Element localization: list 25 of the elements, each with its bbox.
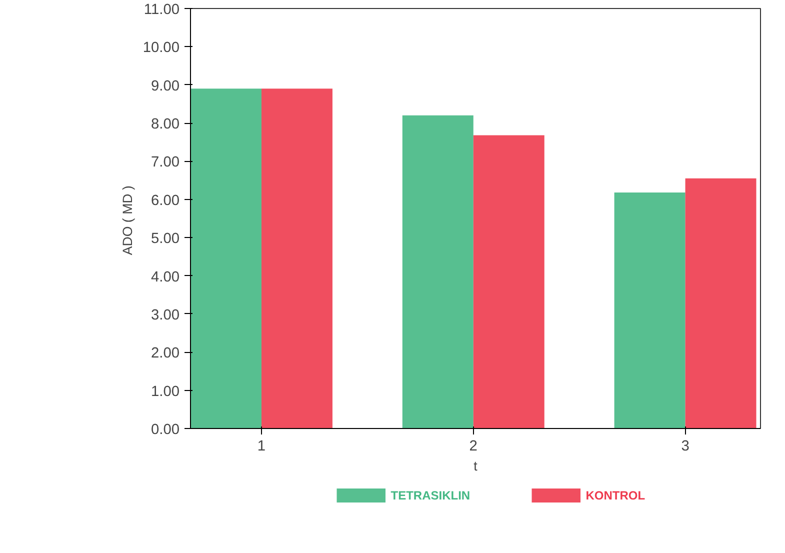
bar xyxy=(685,178,756,428)
x-tick-label: 3 xyxy=(681,438,690,454)
y-tick-label: 9.00 xyxy=(150,78,180,94)
y-tick-label: 8.00 xyxy=(150,116,180,133)
bar xyxy=(261,88,332,428)
bar xyxy=(402,115,474,428)
x-tick-label: 2 xyxy=(469,438,478,454)
y-tick-label: 3.00 xyxy=(150,307,180,324)
y-tick-label: 2.00 xyxy=(150,346,180,362)
y-tick-label: 0.00 xyxy=(150,422,180,438)
bar xyxy=(190,88,262,428)
x-tick-label: 1 xyxy=(257,438,266,454)
y-tick-label: 10.00 xyxy=(142,40,180,56)
y-tick-label: 7.00 xyxy=(150,154,180,171)
y-axis-title: ADO ( MD ) xyxy=(120,186,135,256)
bar xyxy=(614,192,686,428)
x-axis-title: t xyxy=(474,458,478,474)
y-tick-label: 4.00 xyxy=(150,269,180,286)
bar xyxy=(473,135,544,428)
y-tick-label: 1.00 xyxy=(150,384,180,400)
legend-label: TETRASIKLIN xyxy=(390,488,470,502)
legend-label: KONTROL xyxy=(586,488,646,502)
y-tick-label: 6.00 xyxy=(150,192,180,209)
y-tick-label: 11.00 xyxy=(144,2,180,18)
y-tick-label: 5.00 xyxy=(150,231,180,248)
